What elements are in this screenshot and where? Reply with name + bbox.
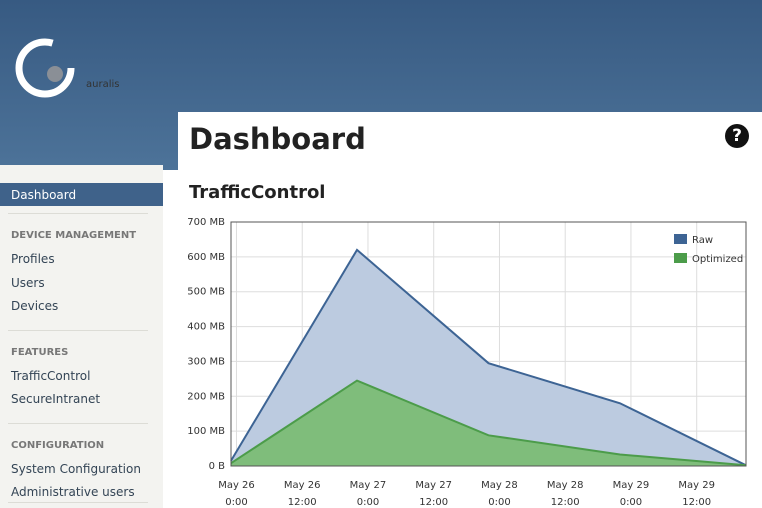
x-tick-label: May 26	[218, 480, 255, 491]
x-tick-label: 0:00	[488, 497, 510, 508]
x-tick-label: May 27	[415, 480, 452, 491]
nav-item[interactable]: Devices	[11, 299, 59, 313]
legend-swatch	[674, 253, 687, 263]
nav-section: FEATURES	[11, 346, 69, 358]
logo: auralis	[15, 38, 119, 98]
nav-item[interactable]: Profiles	[11, 252, 55, 266]
nav-item[interactable]: TrafficControl	[11, 368, 91, 383]
legend-label: Raw	[692, 235, 713, 246]
chart: 0 B 100 MB 200 MB 300 MB 400 MB 500 MB 600 MB 7…	[187, 217, 747, 508]
help-button[interactable]: ?	[725, 124, 749, 148]
separator	[8, 422, 148, 424]
nav-item[interactable]: Dashboard	[11, 188, 77, 202]
x-tick-label: 12:00	[419, 497, 448, 508]
line	[230, 248, 747, 467]
x-tick-label: 12:00	[551, 497, 580, 508]
y-tick-label: 700 MB	[187, 217, 225, 228]
x-tick-label: May 28	[547, 480, 584, 491]
chart-title: TrafficControl	[189, 182, 326, 203]
x-tick-label: May 27	[350, 480, 387, 491]
nav-section: CONFIGURATION	[11, 439, 105, 451]
nav-active[interactable]: Dashboard	[0, 183, 163, 206]
nav-section: DEVICE MANAGEMENT	[11, 230, 137, 241]
logo-ring	[15, 38, 75, 98]
x-tick-label: 0:00	[225, 497, 247, 508]
y-tick-label: 200 MB	[187, 391, 225, 402]
sidebar	[0, 165, 163, 508]
line	[230, 379, 747, 467]
x-tick-label: May 29	[613, 480, 650, 491]
area	[231, 380, 746, 466]
page-title: Dashboard	[189, 122, 366, 156]
main-panel: Dashboard ? TrafficControl 0 B 100 MB 200 …	[178, 112, 762, 508]
nav-item[interactable]: Users	[11, 275, 45, 290]
x-tick-label: 12:00	[288, 497, 317, 508]
legend-swatch	[674, 234, 687, 244]
y-tick-label: 300 MB	[187, 356, 225, 367]
x-tick-label: 12:00	[682, 497, 711, 508]
x-tick-label: May 29	[678, 480, 715, 491]
y-tick-label: 600 MB	[187, 252, 225, 263]
separator	[8, 502, 148, 503]
x-tick-label: 0:00	[357, 497, 379, 508]
x-tick-label: May 28	[481, 480, 518, 491]
y-tick-label: 100 MB	[187, 426, 225, 437]
nav-item[interactable]: Administrative users	[11, 485, 135, 499]
separator	[8, 213, 148, 214]
logo-text: auralis	[86, 79, 119, 90]
nav-item[interactable]: SecureIntranet	[11, 392, 101, 406]
x-tick-label: May 26	[284, 480, 321, 491]
y-tick-label: 400 MB	[187, 322, 225, 333]
y-tick-label: 0 B	[209, 461, 226, 472]
y-tick-label: 500 MB	[187, 287, 225, 298]
plot-border	[230, 221, 747, 467]
separator	[8, 329, 148, 331]
nav-item[interactable]: System Configuration	[11, 461, 141, 476]
logo-dot	[47, 66, 63, 82]
legend-label: Optimized	[692, 254, 743, 265]
x-tick-label: 0:00	[620, 497, 642, 508]
